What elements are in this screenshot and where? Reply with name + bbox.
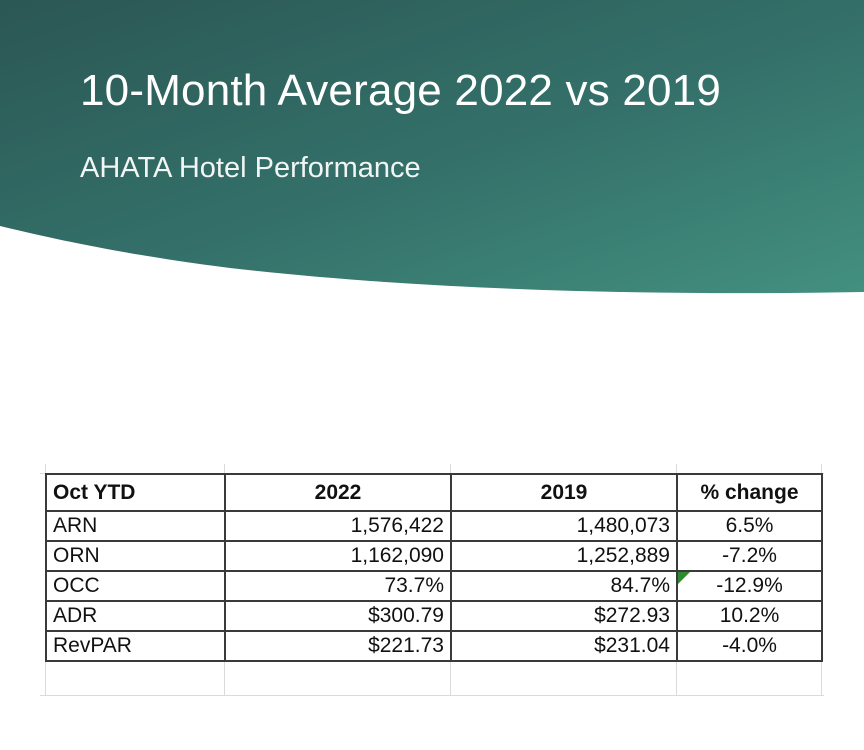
value-2019[interactable]: 1,480,073 — [450, 510, 678, 542]
value-2019[interactable]: 1,252,889 — [450, 540, 678, 572]
value-2019[interactable]: 84.7% — [450, 570, 678, 602]
row-label[interactable]: ADR — [45, 600, 226, 632]
value-change[interactable]: 10.2% — [676, 600, 823, 632]
value-2022[interactable]: 1,576,422 — [224, 510, 452, 542]
slide-title: 10-Month Average 2022 vs 2019 — [80, 66, 722, 115]
table-row: ADR $300.79 $272.93 10.2% — [45, 600, 823, 632]
table-row: RevPAR $221.73 $231.04 -4.0% — [45, 630, 823, 662]
row-label[interactable]: OCC — [45, 570, 226, 602]
performance-table: Oct YTD 2022 2019 % change ARN 1,576,422… — [45, 473, 823, 662]
value-2022[interactable]: 1,162,090 — [224, 540, 452, 572]
value-change-text: -12.9% — [716, 574, 783, 597]
value-change[interactable]: -7.2% — [676, 540, 823, 572]
table-row: ARN 1,576,422 1,480,073 6.5% — [45, 510, 823, 542]
value-change[interactable]: -12.9% — [676, 570, 823, 602]
value-change[interactable]: -4.0% — [676, 630, 823, 662]
title-banner — [0, 0, 864, 294]
table-row: OCC 73.7% 84.7% -12.9% — [45, 570, 823, 602]
row-label[interactable]: ARN — [45, 510, 226, 542]
slide-subtitle: AHATA Hotel Performance — [80, 152, 421, 184]
spreadsheet-area: Oct YTD 2022 2019 % change ARN 1,576,422… — [40, 464, 824, 696]
value-2022[interactable]: $221.73 — [224, 630, 452, 662]
header-cell-2019[interactable]: 2019 — [450, 473, 678, 512]
table-header-row: Oct YTD 2022 2019 % change — [45, 473, 823, 512]
table-row: ORN 1,162,090 1,252,889 -7.2% — [45, 540, 823, 572]
header-cell-change[interactable]: % change — [676, 473, 823, 512]
value-change[interactable]: 6.5% — [676, 510, 823, 542]
value-2019[interactable]: $231.04 — [450, 630, 678, 662]
row-label[interactable]: ORN — [45, 540, 226, 572]
row-label[interactable]: RevPAR — [45, 630, 226, 662]
value-2019[interactable]: $272.93 — [450, 600, 678, 632]
header-cell-2022[interactable]: 2022 — [224, 473, 452, 512]
comment-indicator-icon — [678, 572, 690, 584]
value-2022[interactable]: $300.79 — [224, 600, 452, 632]
value-2022[interactable]: 73.7% — [224, 570, 452, 602]
header-cell-period[interactable]: Oct YTD — [45, 473, 226, 512]
